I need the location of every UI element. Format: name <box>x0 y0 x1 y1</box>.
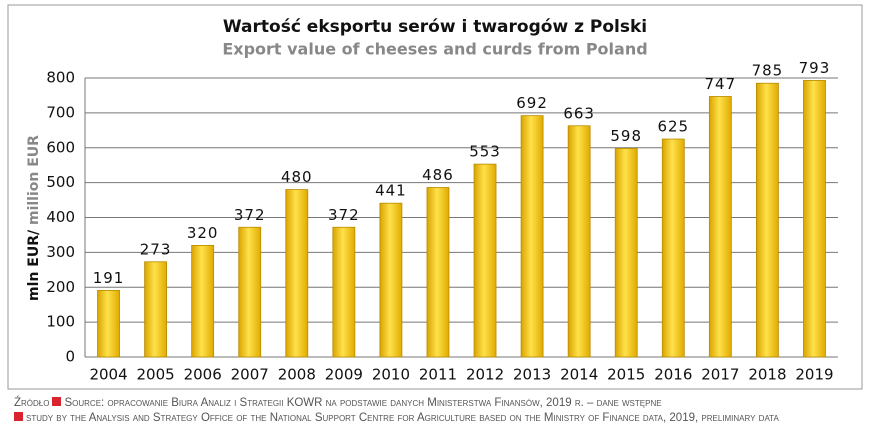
red-square <box>14 412 23 421</box>
y-tick-label: 700 <box>46 103 75 121</box>
x-tick-label: 2012 <box>466 366 504 384</box>
x-tick-label: 2019 <box>795 366 833 384</box>
x-tick-label: 2013 <box>513 366 551 384</box>
data-label: 663 <box>563 104 595 122</box>
y-tick-label: 200 <box>46 278 75 296</box>
source-label: Źródło <box>14 397 50 409</box>
chart-title: Wartość eksportu serów i twarogów z Pols… <box>223 17 647 37</box>
bar <box>567 125 591 358</box>
x-tick-label: 2008 <box>278 366 316 384</box>
y-tick-label: 600 <box>46 138 75 156</box>
bar <box>756 82 779 358</box>
source-pl: Source: opracowanie Biura Analiz i Strat… <box>64 397 662 409</box>
chart: Wartość eksportu serów i twarogów z Pols… <box>7 4 863 390</box>
y-axis-label-pl: mln EUR/ <box>26 229 42 301</box>
bar <box>379 202 403 358</box>
y-tick-label: 400 <box>46 208 75 226</box>
data-label: 273 <box>140 240 172 258</box>
x-tick-label: 2009 <box>325 366 363 384</box>
bar <box>520 115 544 358</box>
x-tick-label: 2015 <box>607 366 645 384</box>
x-tick-label: 2018 <box>748 366 786 384</box>
bar <box>285 189 309 358</box>
data-label: 480 <box>281 168 313 186</box>
bar <box>238 226 262 358</box>
source-en: study by the Analysis and Strategy Offic… <box>26 412 779 424</box>
x-tick-label: 2005 <box>137 366 175 384</box>
bar <box>473 163 497 358</box>
x-tick-label: 2014 <box>560 366 598 384</box>
data-label: 553 <box>469 143 501 161</box>
y-tick-label: 800 <box>46 69 75 87</box>
bar <box>191 244 215 358</box>
bar <box>97 289 120 358</box>
data-label: 785 <box>752 62 784 80</box>
bar <box>332 226 356 358</box>
y-tick-label: 300 <box>46 243 75 261</box>
bar <box>426 187 450 358</box>
x-tick-label: 2010 <box>372 366 410 384</box>
data-label: 372 <box>328 206 360 224</box>
data-label: 191 <box>93 269 125 287</box>
chart-subtitle: Export value of cheeses and curds from P… <box>222 40 647 59</box>
data-label: 793 <box>799 59 831 77</box>
data-label: 625 <box>657 118 689 136</box>
x-tick-label: 2007 <box>231 366 269 384</box>
x-tick-label: 2011 <box>419 366 457 384</box>
x-tick-label: 2004 <box>89 366 127 384</box>
y-tick-label: 0 <box>65 348 75 366</box>
bar <box>803 80 826 358</box>
bar <box>144 261 167 358</box>
data-label: 441 <box>375 182 407 200</box>
data-label: 372 <box>234 206 266 224</box>
data-label: 747 <box>705 75 737 93</box>
data-label: 320 <box>187 224 219 242</box>
bar <box>661 138 685 358</box>
bar <box>708 96 732 358</box>
data-label: 598 <box>610 127 642 145</box>
y-tick-label: 500 <box>46 173 75 191</box>
y-axis-label: mln EUR/ million EUR <box>26 135 42 301</box>
x-tick-label: 2016 <box>654 366 692 384</box>
x-tick-label: 2017 <box>701 366 739 384</box>
data-label: 692 <box>516 94 548 112</box>
source-note: Źródło Source: opracowanie Biura Analiz i… <box>14 396 862 426</box>
data-label: 486 <box>422 166 454 184</box>
y-tick-label: 100 <box>46 313 75 331</box>
x-tick-label: 2006 <box>184 366 222 384</box>
bar <box>614 148 638 358</box>
y-axis-label-en: million EUR <box>26 135 42 230</box>
red-square <box>52 397 62 406</box>
